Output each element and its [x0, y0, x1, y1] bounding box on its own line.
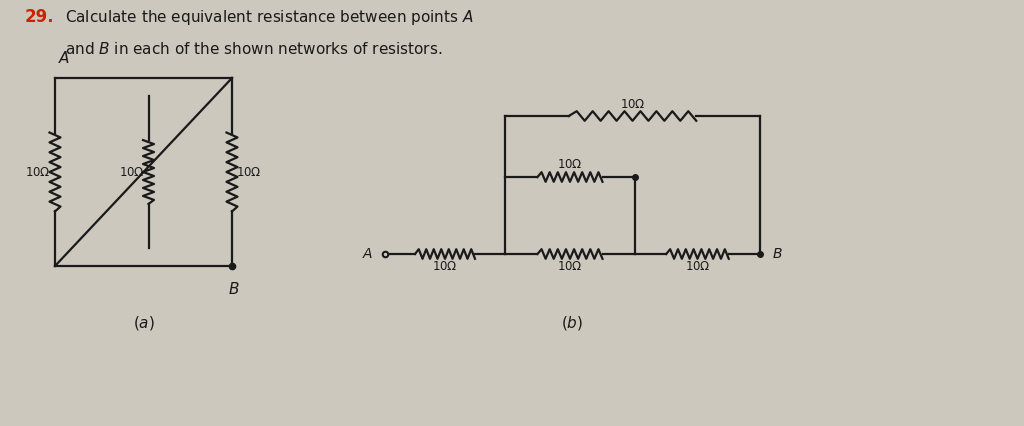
- Text: $(b)$: $(b)$: [561, 314, 584, 332]
- Text: 10$\Omega$: 10$\Omega$: [685, 259, 711, 273]
- Text: $B$: $B$: [228, 281, 240, 297]
- Text: 10$\Omega$: 10$\Omega$: [237, 165, 262, 178]
- Text: 10$\Omega$: 10$\Omega$: [557, 158, 583, 172]
- Text: 10$\Omega$: 10$\Omega$: [26, 165, 51, 178]
- Text: $(a)$: $(a)$: [132, 314, 155, 332]
- Text: Calculate the equivalent resistance between points $A$: Calculate the equivalent resistance betw…: [65, 8, 474, 27]
- Text: 29.: 29.: [25, 8, 54, 26]
- Text: $A$: $A$: [58, 50, 71, 66]
- Text: 10$\Omega$: 10$\Omega$: [557, 259, 583, 273]
- Text: 10$\Omega$: 10$\Omega$: [432, 259, 458, 273]
- Text: and $B$ in each of the shown networks of resistors.: and $B$ in each of the shown networks of…: [65, 41, 442, 57]
- Text: $A$: $A$: [361, 247, 373, 261]
- Text: 10$\Omega$: 10$\Omega$: [620, 98, 645, 110]
- Text: $B$: $B$: [772, 247, 782, 261]
- Text: 10$\Omega$: 10$\Omega$: [119, 165, 144, 178]
